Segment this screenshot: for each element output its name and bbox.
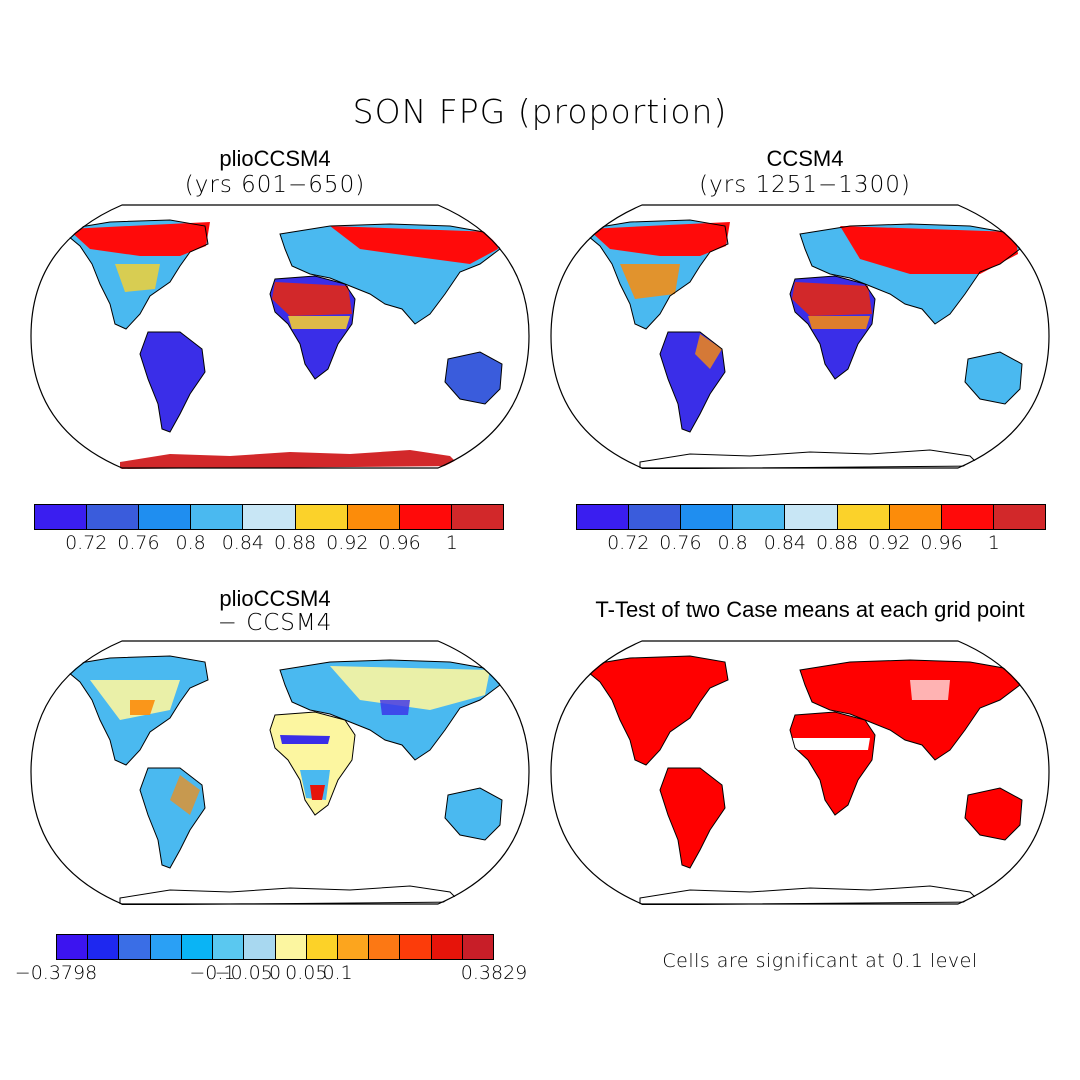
colorbar-ccsm4-swatch bbox=[941, 505, 994, 529]
colorbar-plioccsm4-swatch bbox=[295, 505, 348, 529]
panel-3-subtitle: − CCSM4 bbox=[217, 610, 333, 636]
colorbar-difference-swatch bbox=[306, 935, 338, 959]
panel-2-subtitle: (yrs 1251−1300) bbox=[699, 172, 911, 198]
colorbar-plioccsm4-swatch bbox=[191, 505, 244, 529]
colorbar-difference-swatch bbox=[369, 935, 401, 959]
colorbar-difference-swatch bbox=[213, 935, 245, 959]
colorbar-plioccsm4-tick-label: 0.88 bbox=[273, 532, 317, 554]
colorbar-difference-tick-label: 0.1 bbox=[322, 962, 353, 984]
colorbar-difference-tick-label: 0.05 bbox=[285, 962, 328, 984]
colorbar-difference-swatch bbox=[244, 935, 276, 959]
colorbar-difference-tick-label: −0.3798 bbox=[14, 962, 98, 984]
colorbar-plioccsm4-tick-label: 0.72 bbox=[65, 532, 108, 554]
colorbar-difference-swatch bbox=[88, 935, 120, 959]
colorbar-plioccsm4-swatch bbox=[347, 505, 400, 529]
colorbar-ccsm4-swatch bbox=[681, 505, 734, 529]
colorbar-difference-tick-label: −0.1 bbox=[189, 962, 236, 984]
panel-1-title: plioCCSM4 bbox=[219, 146, 331, 171]
colorbar-difference-tick-label: 0.3829 bbox=[460, 962, 528, 984]
colorbar-ccsm4-tick-label: 0.84 bbox=[763, 532, 807, 554]
colorbar-ccsm4-tick-label: 0.76 bbox=[659, 532, 702, 554]
colorbar-plioccsm4-swatch bbox=[87, 505, 140, 529]
colorbar-difference-swatch bbox=[462, 935, 494, 959]
colorbar-plioccsm4-swatch bbox=[399, 505, 452, 529]
colorbar-plioccsm4-tick-label: 1 bbox=[445, 532, 458, 554]
colorbar-plioccsm4-swatch bbox=[243, 505, 296, 529]
panel-1-subtitle: (yrs 601−650) bbox=[184, 172, 366, 198]
colorbar-ccsm4-ticks: 0.72 0.76 0.8 0.84 0.88 0.92 0.96 1 bbox=[576, 532, 1046, 558]
colorbar-ccsm4 bbox=[576, 504, 1046, 530]
panel-3-title: plioCCSM4 bbox=[219, 586, 331, 611]
panel-2-title: CCSM4 bbox=[766, 146, 844, 171]
colorbar-difference bbox=[56, 934, 494, 960]
colorbar-ccsm4-tick-label: 0.72 bbox=[607, 532, 650, 554]
colorbar-ccsm4-swatch bbox=[889, 505, 942, 529]
map-difference bbox=[30, 640, 530, 905]
colorbar-ccsm4-tick-label: 0.8 bbox=[717, 532, 748, 554]
colorbar-plioccsm4-tick-label: 0.96 bbox=[378, 532, 421, 554]
colorbar-plioccsm4-tick-label: 0.92 bbox=[326, 532, 369, 554]
colorbar-ccsm4-swatch bbox=[577, 505, 630, 529]
panel-4-title: T-Test of two Case means at each grid po… bbox=[595, 597, 1025, 622]
colorbar-plioccsm4-tick-label: 0.8 bbox=[175, 532, 206, 554]
colorbar-difference-swatch bbox=[150, 935, 182, 959]
colorbar-plioccsm4-swatch bbox=[139, 505, 192, 529]
colorbar-ccsm4-swatch bbox=[993, 505, 1045, 529]
map-plioccsm4 bbox=[30, 204, 530, 469]
colorbar-plioccsm4-tick-label: 0.76 bbox=[117, 532, 160, 554]
colorbar-difference-swatch bbox=[337, 935, 370, 959]
colorbar-difference-tick-label: 0 bbox=[268, 962, 282, 984]
colorbar-difference-swatch bbox=[400, 935, 432, 959]
colorbar-ccsm4-tick-label: 0.88 bbox=[815, 532, 859, 554]
colorbar-difference-ticks: −0.3798 −0.1 −0.05 0 0.05 0.1 0.3829 bbox=[15, 962, 527, 988]
colorbar-ccsm4-swatch bbox=[733, 505, 786, 529]
colorbar-ccsm4-tick-label: 0.96 bbox=[920, 532, 963, 554]
colorbar-plioccsm4-ticks: 0.72 0.76 0.8 0.84 0.88 0.92 0.96 1 bbox=[34, 532, 504, 558]
colorbar-ccsm4-tick-label: 1 bbox=[987, 532, 1000, 554]
map-ttest bbox=[550, 640, 1050, 905]
colorbar-plioccsm4-swatch bbox=[35, 505, 88, 529]
colorbar-difference-tick-label: −0.05 bbox=[214, 962, 273, 984]
colorbar-plioccsm4 bbox=[34, 504, 504, 530]
colorbar-difference-swatch bbox=[431, 935, 463, 959]
significance-note: Cells are significant at 0.1 level bbox=[662, 950, 978, 972]
figure-title: SON FPG (proportion) bbox=[352, 92, 728, 131]
colorbar-difference-swatch bbox=[275, 935, 307, 959]
colorbar-ccsm4-swatch bbox=[837, 505, 890, 529]
map-ccsm4 bbox=[550, 204, 1050, 469]
colorbar-ccsm4-swatch bbox=[629, 505, 682, 529]
colorbar-ccsm4-swatch bbox=[785, 505, 838, 529]
colorbar-difference-swatch bbox=[119, 935, 151, 959]
colorbar-difference-swatch bbox=[181, 935, 214, 959]
colorbar-ccsm4-tick-label: 0.92 bbox=[868, 532, 911, 554]
colorbar-plioccsm4-swatch bbox=[451, 505, 503, 529]
colorbar-plioccsm4-tick-label: 0.84 bbox=[221, 532, 265, 554]
colorbar-difference-swatch bbox=[57, 935, 89, 959]
